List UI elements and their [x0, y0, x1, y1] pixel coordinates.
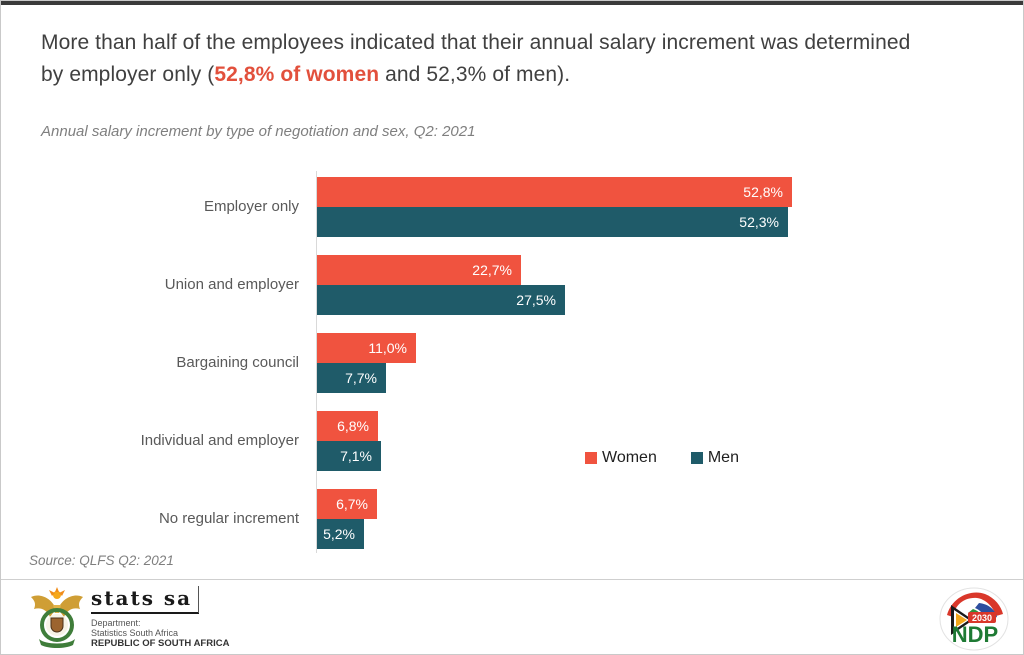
- bar-value-label: 7,1%: [340, 448, 372, 464]
- bar-men-1: 27,5%: [317, 285, 565, 315]
- legend-label-women: Women: [602, 449, 657, 466]
- headline-highlight: 52,8% of women: [214, 63, 380, 86]
- bar-women-1: 22,7%: [317, 255, 521, 285]
- bar-men-0: 52,3%: [317, 207, 788, 237]
- legend-item-women: Women: [585, 449, 657, 467]
- category-label: Individual and employer: [140, 432, 299, 449]
- bar-value-label: 6,8%: [337, 418, 369, 434]
- statssa-wordmark: stats sa: [91, 586, 193, 610]
- category-labels: Employer only Union and employer Bargainin…: [25, 177, 299, 553]
- chart-legend: Women Men: [585, 449, 739, 467]
- bar-value-label: 22,7%: [472, 262, 512, 278]
- bar-men-4: 5,2%: [317, 519, 364, 549]
- legend-label-men: Men: [707, 449, 739, 466]
- footer-divider: [1, 579, 1023, 580]
- ndp-2030-logo-icon: 2030 NDP: [939, 587, 1009, 651]
- chart-subtitle: Annual salary increment by type of negot…: [41, 123, 476, 140]
- women-swatch-icon: [585, 452, 597, 464]
- bar-men-3: 7,1%: [317, 441, 381, 471]
- headline-text-end: and 52,3% of men).: [379, 63, 571, 86]
- men-swatch-icon: [690, 452, 703, 464]
- bar-value-label: 52,8%: [743, 184, 783, 200]
- bar-chart: 52,8% 52,3% 22,7% 27,5% 11,0% 7,7% 6,8% 7,1% 6,7…: [317, 177, 817, 553]
- statssa-dept-line2: Statistics South Africa: [91, 628, 179, 638]
- headline-text: More than half of the employees indicate…: [41, 31, 911, 86]
- top-border-strip: [1, 1, 1023, 5]
- statssa-dept-line1: Department:: [91, 618, 141, 628]
- bar-women-3: 6,8%: [317, 411, 378, 441]
- ndp-year-text: 2030: [972, 613, 992, 623]
- category-label: Union and employer: [164, 276, 299, 293]
- statssa-vertical-rule: [198, 586, 199, 613]
- legend-item-men: Men: [690, 449, 739, 467]
- statssa-underline: [91, 612, 199, 614]
- south-africa-coat-of-arms-icon: [31, 587, 83, 648]
- bar-women-0: 52,8%: [317, 177, 792, 207]
- bar-value-label: 7,7%: [345, 370, 377, 386]
- bar-value-label: 52,3%: [739, 214, 779, 230]
- bar-women-2: 11,0%: [317, 333, 416, 363]
- category-label: Employer only: [203, 198, 299, 215]
- bar-value-label: 11,0%: [368, 340, 407, 356]
- source-note: Source: QLFS Q2: 2021: [29, 553, 174, 568]
- ndp-label-text: NDP: [952, 622, 998, 647]
- bar-men-2: 7,7%: [317, 363, 386, 393]
- statssa-dept-line3: REPUBLIC OF SOUTH AFRICA: [91, 638, 230, 649]
- category-label: Bargaining council: [176, 354, 299, 371]
- bar-women-4: 6,7%: [317, 489, 377, 519]
- bar-value-label: 5,2%: [323, 526, 355, 542]
- bar-value-label: 27,5%: [516, 292, 556, 308]
- y-axis-line: [316, 171, 317, 553]
- bar-value-label: 6,7%: [336, 496, 368, 512]
- category-label: No regular increment: [158, 510, 299, 527]
- headline: More than half of the employees indicate…: [41, 27, 933, 91]
